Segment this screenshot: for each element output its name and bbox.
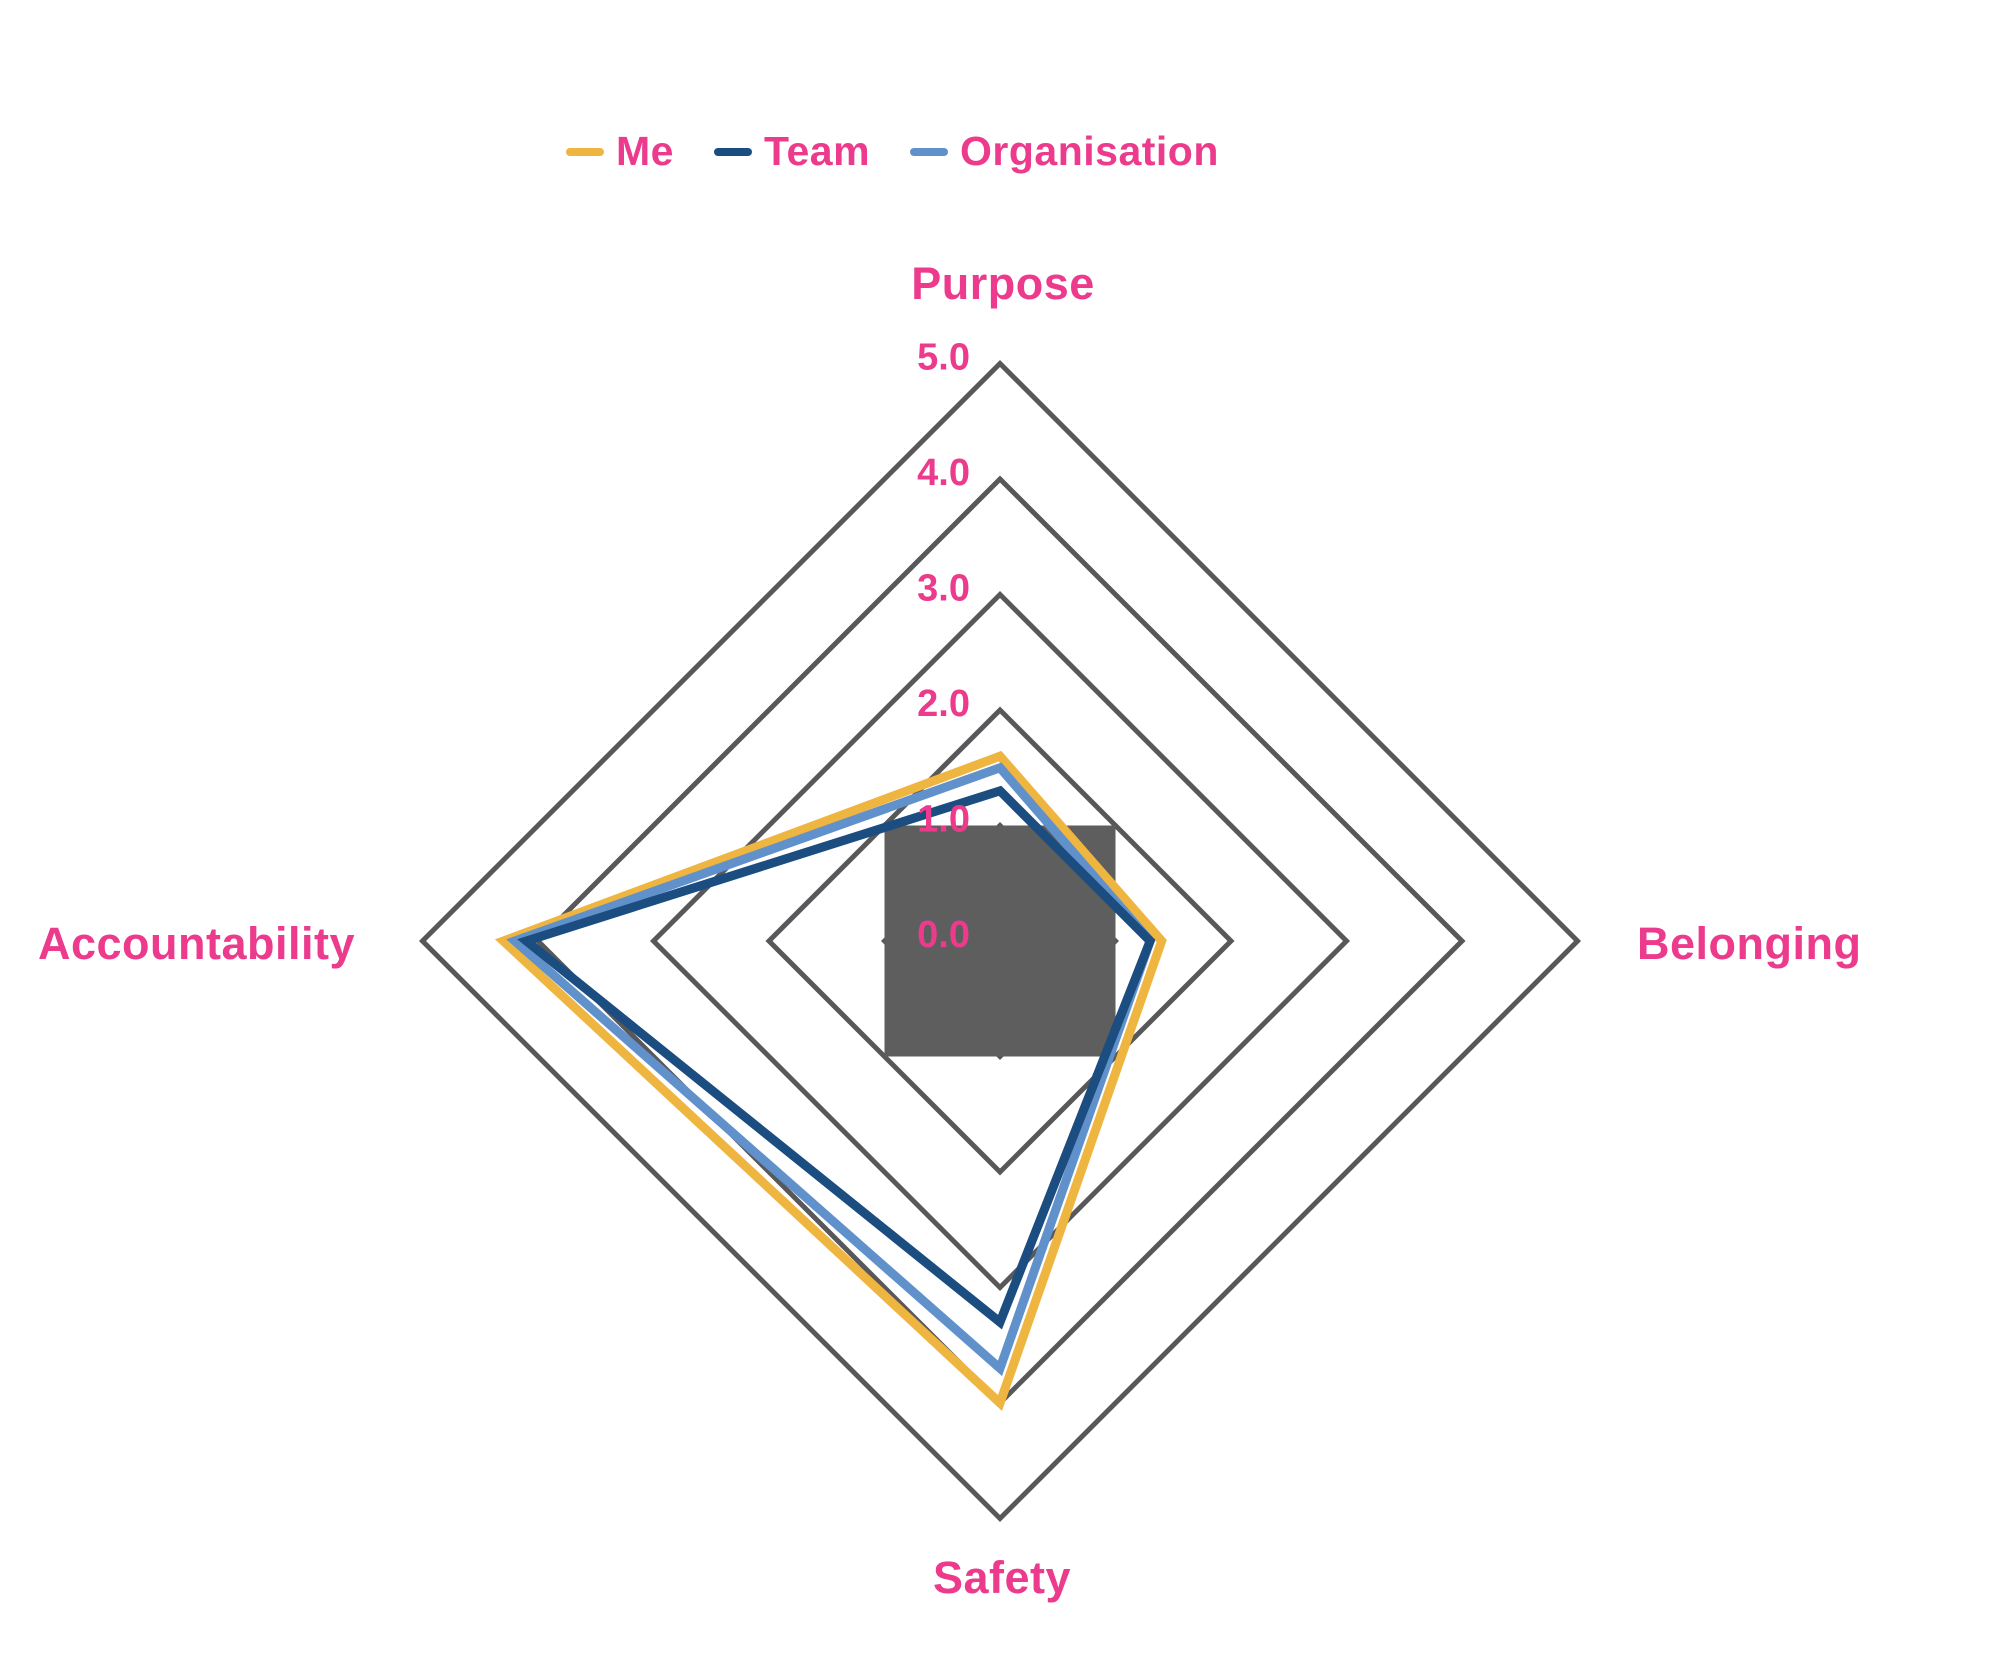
series-polygon-me (494, 750, 1167, 1411)
tick-label-0.0: 0.0 (917, 914, 970, 956)
legend-item-organisation[interactable]: Organisation (910, 128, 1219, 175)
tick-label-1.0: 1.0 (917, 799, 970, 841)
tick-label-2.0: 2.0 (917, 683, 970, 725)
legend-swatch-team (713, 147, 752, 156)
legend-item-me[interactable]: Me (566, 128, 674, 175)
series-polygon-organisation (506, 762, 1156, 1377)
tick-label-5.0: 5.0 (917, 337, 970, 379)
legend-item-team[interactable]: Team (713, 128, 871, 175)
axis-label-accountability: Accountability (38, 918, 356, 969)
grid-diamond-3 (649, 590, 1351, 1292)
chart-legend: Me Team Organisation (566, 128, 1219, 175)
axis-label-belonging: Belonging (1637, 918, 1862, 969)
tick-label-3.0: 3.0 (917, 568, 970, 610)
axis-label-purpose: Purpose (911, 258, 1095, 309)
legend-label: Me (616, 128, 674, 174)
legend-swatch-me (566, 147, 604, 156)
axis-label-safety: Safety (932, 1552, 1072, 1603)
legend-label: Organisation (960, 128, 1219, 174)
grid-diamond-5 (418, 359, 1582, 1523)
grid-diamond-2 (765, 706, 1235, 1176)
tick-label-4.0: 4.0 (917, 452, 970, 494)
legend-label: Team (763, 128, 871, 174)
series-polygon-team (517, 785, 1156, 1330)
legend-swatch-organisation (910, 147, 949, 156)
